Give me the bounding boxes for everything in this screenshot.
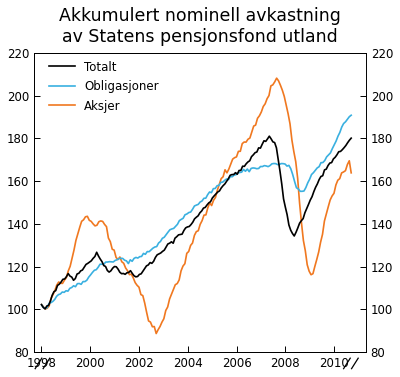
Legend: Totalt, Obligasjoner, Aksjer: Totalt, Obligasjoner, Aksjer [44, 56, 164, 117]
Title: Akkumulert nominell avkastning
av Statens pensjonsfond utland: Akkumulert nominell avkastning av Staten… [59, 7, 341, 46]
